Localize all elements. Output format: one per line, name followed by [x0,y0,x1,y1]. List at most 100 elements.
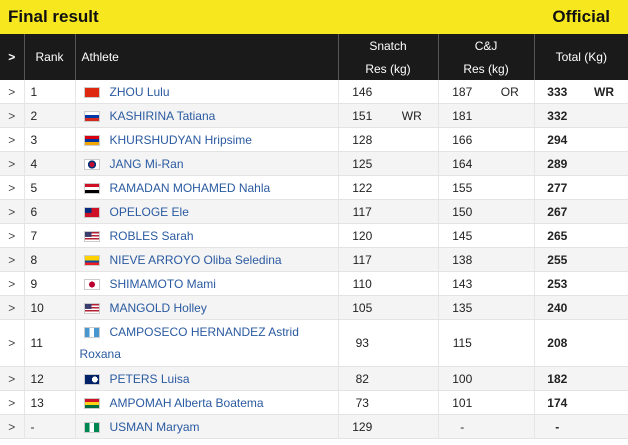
row-expand-chevron-icon[interactable]: > [0,199,24,224]
snatch-result-cell: 110 [337,271,386,296]
rank-header[interactable]: Rank [23,34,75,80]
cj-result-cell: 115 [437,319,487,367]
snatch-result-cell: 151 [337,103,386,128]
snatch-record-cell [386,199,439,224]
table-row[interactable]: >12 PETERS Luisa 82 100 182 [0,366,628,391]
row-expand-chevron-icon[interactable]: > [0,295,24,320]
samoa-flag-icon [83,206,100,218]
cj-result-cell: 101 [437,390,487,415]
cj-header[interactable]: C&J [437,34,535,57]
snatch-header[interactable]: Snatch [337,34,439,57]
athlete-header[interactable]: Athlete [74,34,338,80]
athlete-name-link[interactable]: AMPOMAH Alberta Boatema [109,395,264,410]
athlete-name-link[interactable]: USMAN Maryam [109,419,200,434]
table-row[interactable]: >10 MANGOLD Holley 105 135 240 [0,295,628,320]
athlete-name-link[interactable]: SHIMAMOTO Mami [109,276,216,291]
row-expand-chevron-icon[interactable]: > [0,414,24,439]
athlete-name-link[interactable]: KASHIRINA Tatiana [109,108,216,123]
total-record-cell [580,175,628,200]
rank-cell: 10 [23,295,75,320]
table-row[interactable]: >3 KHURSHUDYAN Hripsime 128 166 294 [0,127,628,152]
athlete-cell[interactable]: ZHOU Lulu [74,80,338,104]
rank-cell: 13 [23,390,75,415]
snatch-result-cell: 146 [337,80,386,104]
table-row[interactable]: >2 KASHIRINA Tatiana 151 WR 181 332 [0,103,628,128]
total-result-cell: 255 [533,247,581,272]
athlete-name-link[interactable]: KHURSHUDYAN Hripsime [109,132,252,147]
snatch-result-cell: 128 [337,127,386,152]
row-expand-chevron-icon[interactable]: > [0,271,24,296]
expand-all-chevron-icon[interactable]: > [0,34,24,80]
athlete-name-link[interactable]: ROBLES Sarah [109,228,194,243]
cj-record-cell [486,319,535,367]
guatemala-flag-icon [83,327,100,339]
table-row[interactable]: >7 ROBLES Sarah 120 145 265 [0,223,628,248]
cj-result-cell: 100 [437,366,487,391]
row-expand-chevron-icon[interactable]: > [0,366,24,391]
athlete-name-link[interactable]: PETERS Luisa [109,371,190,386]
athlete-cell[interactable]: JANG Mi-Ran [74,151,338,176]
total-result-cell: 182 [533,366,581,391]
row-expand-chevron-icon[interactable]: > [0,319,24,367]
athlete-cell[interactable]: OPELOGE Ele [74,199,338,224]
nigeria-flag-icon [83,421,100,433]
athlete-cell[interactable]: PETERS Luisa [74,366,338,391]
athlete-cell[interactable]: NIEVE ARROYO Oliba Seledina [74,247,338,272]
rank-cell: 2 [23,103,75,128]
total-record-cell [580,103,628,128]
table-row[interactable]: >6 OPELOGE Ele 117 150 267 [0,199,628,224]
row-expand-chevron-icon[interactable]: > [0,127,24,152]
total-record-cell [580,390,628,415]
table-row[interactable]: >8 NIEVE ARROYO Oliba Seledina 117 138 255 [0,247,628,272]
table-row[interactable]: > - USMAN Maryam 129- - [0,414,628,439]
table-row[interactable]: >1 ZHOU Lulu 146 187 OR 333 WR [0,80,628,104]
athlete-name-link[interactable]: OPELOGE Ele [109,204,189,219]
snatch-result-cell: 129 [337,414,386,439]
cj-record-cell [486,223,535,248]
total-header[interactable]: Total (Kg) [533,34,628,80]
row-expand-chevron-icon[interactable]: > [0,175,24,200]
cj-record-cell [486,414,535,439]
table-row[interactable]: >4 JANG Mi-Ran 125 164 289 [0,151,628,176]
athlete-cell[interactable]: ROBLES Sarah [74,223,338,248]
row-expand-chevron-icon[interactable]: > [0,103,24,128]
rank-cell: 8 [23,247,75,272]
row-expand-chevron-icon[interactable]: > [0,390,24,415]
table-row[interactable]: >9 SHIMAMOTO Mami 110 143 253 [0,271,628,296]
cj-result-cell: 145 [437,223,487,248]
table-row[interactable]: >13 AMPOMAH Alberta Boatema 73 101 174 [0,390,628,415]
athlete-cell[interactable]: CAMPOSECO HERNANDEZ Astrid Roxana [74,319,338,367]
total-result-cell: 277 [533,175,581,200]
athlete-name-link[interactable]: NIEVE ARROYO Oliba Seledina [109,252,282,267]
results-header-bar: Final result Official [0,0,628,34]
athlete-name-link[interactable]: MANGOLD Holley [109,300,207,315]
athlete-name-link[interactable]: RAMADAN MOHAMED Nahla [109,180,271,195]
snatch-result-cell: 122 [337,175,386,200]
total-record-cell [580,414,628,439]
athlete-name-link[interactable]: CAMPOSECO HERNANDEZ Astrid Roxana [79,325,299,361]
results-table: > Rank Athlete Snatch C&J Total (Kg) Res… [0,34,628,439]
cj-result-cell: 150 [437,199,487,224]
armenia-flag-icon [83,134,100,146]
athlete-cell[interactable]: RAMADAN MOHAMED Nahla [74,175,338,200]
table-row[interactable]: >5 RAMADAN MOHAMED Nahla 122 155 277 [0,175,628,200]
snatch-result-cell: 105 [337,295,386,320]
athlete-cell[interactable]: KHURSHUDYAN Hripsime [74,127,338,152]
cj-result-cell: 138 [437,247,487,272]
athlete-cell[interactable]: KASHIRINA Tatiana [74,103,338,128]
athlete-cell[interactable]: AMPOMAH Alberta Boatema [74,390,338,415]
cj-record-cell [486,103,535,128]
row-expand-chevron-icon[interactable]: > [0,80,24,104]
row-expand-chevron-icon[interactable]: > [0,247,24,272]
athlete-name-link[interactable]: ZHOU Lulu [109,84,170,99]
total-record-cell [580,366,628,391]
total-result-cell: 289 [533,151,581,176]
cj-record-cell: OR [486,80,535,104]
athlete-name-link[interactable]: JANG Mi-Ran [109,156,184,171]
athlete-cell[interactable]: USMAN Maryam [74,414,338,439]
row-expand-chevron-icon[interactable]: > [0,223,24,248]
table-row[interactable]: >11 CAMPOSECO HERNANDEZ Astrid Roxana 93 11… [0,319,628,367]
athlete-cell[interactable]: MANGOLD Holley [74,295,338,320]
athlete-cell[interactable]: SHIMAMOTO Mami [74,271,338,296]
row-expand-chevron-icon[interactable]: > [0,151,24,176]
